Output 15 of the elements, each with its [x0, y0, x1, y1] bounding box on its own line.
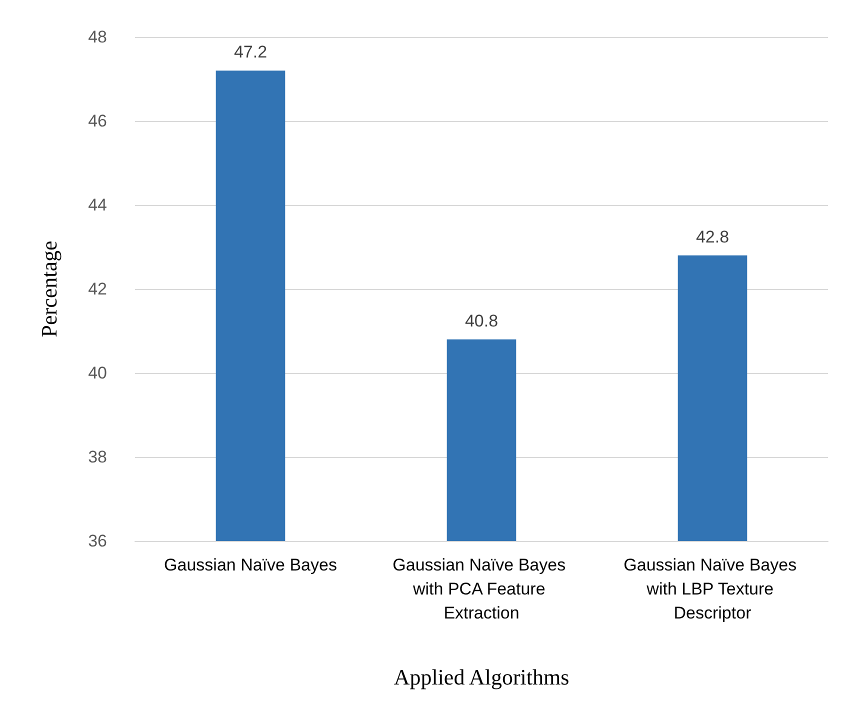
data-label: 47.2 — [234, 42, 268, 62]
x-tick-label: Gaussian Naïve Bayes — [164, 556, 337, 574]
y-tick-label: 40 — [88, 364, 107, 382]
y-tick-label: 44 — [88, 196, 107, 214]
x-tick-label: Gaussian Naïve Bayes with PCA Feature Extraction — [392, 556, 570, 622]
data-label: 40.8 — [464, 311, 498, 330]
y-tick-label: 48 — [88, 28, 107, 46]
y-tick-label: 42 — [88, 280, 107, 298]
y-tick-label: 38 — [88, 448, 107, 466]
data-label: 42.8 — [696, 227, 730, 246]
x-axis-title: Applied Algorithms — [394, 664, 570, 690]
x-tick-label: Gaussian Naïve Bayes with LBP Texture Descriptor — [624, 556, 802, 622]
y-tick-label: 36 — [88, 532, 107, 550]
y-axis-title: Percentage — [36, 240, 62, 338]
y-tick-label: 46 — [88, 112, 107, 130]
